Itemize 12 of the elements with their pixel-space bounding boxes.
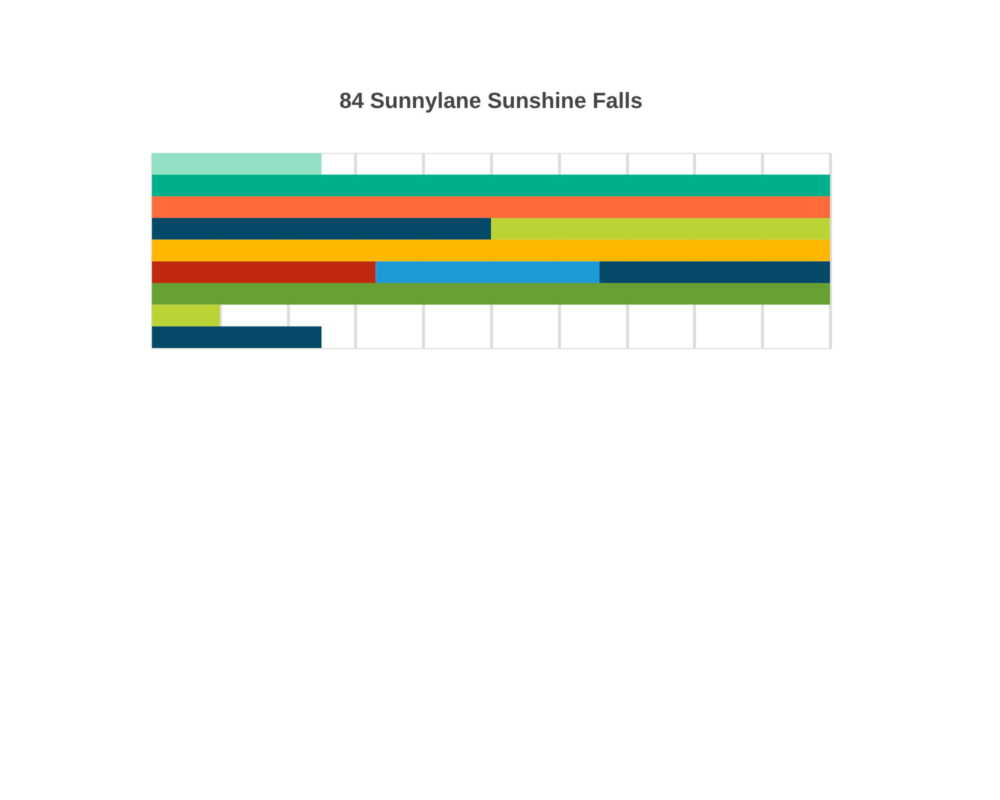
bar bbox=[152, 218, 491, 240]
bar bbox=[491, 218, 830, 240]
chart-title: 84 Sunnylane Sunshine Falls bbox=[339, 88, 643, 113]
bar bbox=[376, 261, 600, 283]
bar bbox=[152, 174, 830, 196]
bar bbox=[152, 326, 322, 348]
bar bbox=[152, 261, 376, 283]
bar bbox=[152, 153, 322, 175]
bar bbox=[599, 261, 830, 283]
bar bbox=[152, 283, 830, 305]
bar bbox=[152, 196, 830, 218]
bar bbox=[152, 240, 830, 262]
